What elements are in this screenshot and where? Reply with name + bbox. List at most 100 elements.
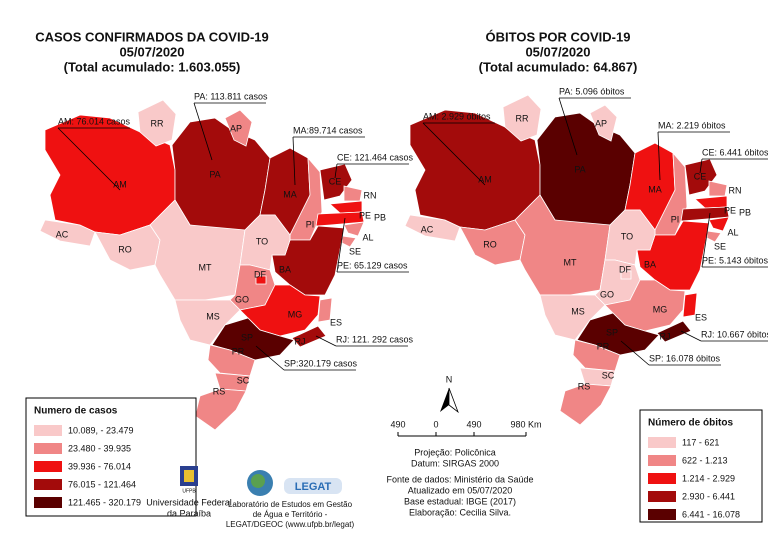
- state-label: RR: [151, 118, 164, 128]
- callout-line: [699, 158, 703, 174]
- legend-swatch: [648, 455, 676, 466]
- state-label: RN: [364, 190, 377, 200]
- source: Atualizado em 05/07/2020: [408, 485, 513, 495]
- state: [620, 270, 632, 280]
- callout-line: [701, 212, 711, 268]
- state-label: PA: [209, 169, 220, 179]
- arrow-left: [440, 388, 449, 412]
- annotation: PA: 113.811 casos: [194, 91, 268, 101]
- state-label: AP: [230, 123, 242, 133]
- state-label: AL: [727, 227, 738, 237]
- state: [149, 199, 246, 301]
- state-label: DF: [619, 264, 631, 274]
- map-title: (Total acumulado: 64.867): [479, 59, 638, 74]
- annotation: RJ: 121. 292 casos: [336, 334, 414, 344]
- state: [137, 99, 177, 147]
- state-label: RJ: [660, 331, 671, 341]
- ufpb-name: Universidade Federal: [146, 497, 232, 507]
- scale-label: 490: [466, 419, 481, 429]
- north-label: N: [446, 374, 453, 384]
- state-label: AL: [362, 232, 373, 242]
- annotation: CE: 121.464 casos: [337, 152, 414, 162]
- callout-line: [334, 163, 338, 179]
- map-title: 05/07/2020: [525, 44, 590, 59]
- legend-swatch: [34, 479, 62, 490]
- callout-line: [422, 122, 486, 186]
- callout-line: [315, 335, 337, 347]
- ufpb-small: UFPB: [182, 488, 196, 494]
- scale-bar: 490 0 490 980 Km: [390, 419, 542, 437]
- ufpb-emblem-inner: [184, 470, 194, 482]
- state-label: SE: [349, 246, 361, 256]
- map-title: 05/07/2020: [119, 44, 184, 59]
- globe-land: [251, 474, 265, 488]
- state: [239, 284, 321, 337]
- state: [502, 94, 542, 142]
- map-title: ÓBITOS POR COVID-19: [486, 29, 631, 44]
- state-label: AM: [113, 179, 127, 189]
- state-label: PA: [574, 164, 585, 174]
- callout-line: [336, 217, 346, 273]
- state-label: CE: [694, 171, 707, 181]
- state-label: SP: [606, 327, 618, 337]
- legat-name: Laboratório de Estudos em Gestão: [228, 500, 353, 509]
- state: [317, 297, 333, 323]
- ufpb-logo: UFPB Universidade Federal da Paraíba: [146, 466, 232, 518]
- state-label: MS: [571, 306, 585, 316]
- state-label: PB: [739, 207, 751, 217]
- legat-badge: [284, 478, 342, 494]
- callout-line: [680, 330, 702, 342]
- state: [255, 275, 267, 285]
- state-label: SC: [602, 370, 615, 380]
- state-label: TO: [621, 231, 633, 241]
- callout-line: [292, 136, 296, 186]
- projection: Projeção: Policônica: [414, 447, 496, 457]
- legend-label: 39.936 - 76.014: [68, 461, 131, 471]
- state: [224, 109, 253, 147]
- legend-label: 2.930 - 6.441: [682, 491, 735, 501]
- state-label: TO: [256, 236, 268, 246]
- annotation: PE: 65.129 casos: [337, 260, 408, 270]
- legend-swatch: [34, 443, 62, 454]
- state-label: MG: [288, 309, 303, 319]
- annotation: SP: 16.078 óbitos: [649, 353, 721, 363]
- legend-label: 117 - 621: [682, 437, 719, 447]
- annotation: AM: 2.929 óbitos: [423, 111, 491, 121]
- state-label: PB: [374, 212, 386, 222]
- annotation: CE: 6.441 óbitos: [702, 147, 768, 157]
- legend-label: 6.441 - 16.078: [682, 509, 740, 519]
- state-label: BA: [279, 264, 291, 274]
- state-label: RS: [578, 381, 591, 391]
- legat-logo: LEGAT Laboratório de Estudos em Gestão d…: [226, 470, 355, 529]
- arrow-right: [448, 387, 459, 414]
- legat-name: de Água e Território -: [253, 510, 328, 519]
- map-title: CASOS CONFIRMADOS DA COVID-19: [35, 29, 269, 44]
- legend-label: 1.214 - 2.929: [682, 473, 735, 483]
- state: [291, 325, 327, 348]
- state: [604, 279, 686, 332]
- legend-label: 121.465 - 320.179: [68, 497, 141, 507]
- state: [708, 216, 730, 232]
- scale-label: 490: [390, 419, 405, 429]
- callout-line: [193, 102, 213, 161]
- annotation: RJ: 10.667 óbitos: [701, 329, 768, 339]
- annotation: AM: 76.014 casos: [58, 116, 131, 126]
- state: [343, 221, 365, 237]
- state-label: MA: [283, 189, 297, 199]
- state-label: SP: [241, 332, 253, 342]
- state: [682, 292, 698, 318]
- state-label: BA: [644, 259, 656, 269]
- state-label: PE: [724, 205, 736, 215]
- state: [514, 194, 611, 296]
- source: Elaboração: Cecilia Silva.: [409, 507, 511, 517]
- north-arrow: N: [440, 374, 459, 414]
- state-label: MG: [653, 304, 668, 314]
- state-label: AM: [478, 174, 492, 184]
- annotation: SP:320.179 casos: [284, 358, 358, 368]
- legend-box: [25, 397, 197, 517]
- annotation: PE: 5.143 óbitos: [702, 255, 768, 265]
- legend-swatch: [648, 509, 676, 520]
- legend-title: Número de óbitos: [648, 418, 733, 429]
- state-label: RN: [729, 185, 742, 195]
